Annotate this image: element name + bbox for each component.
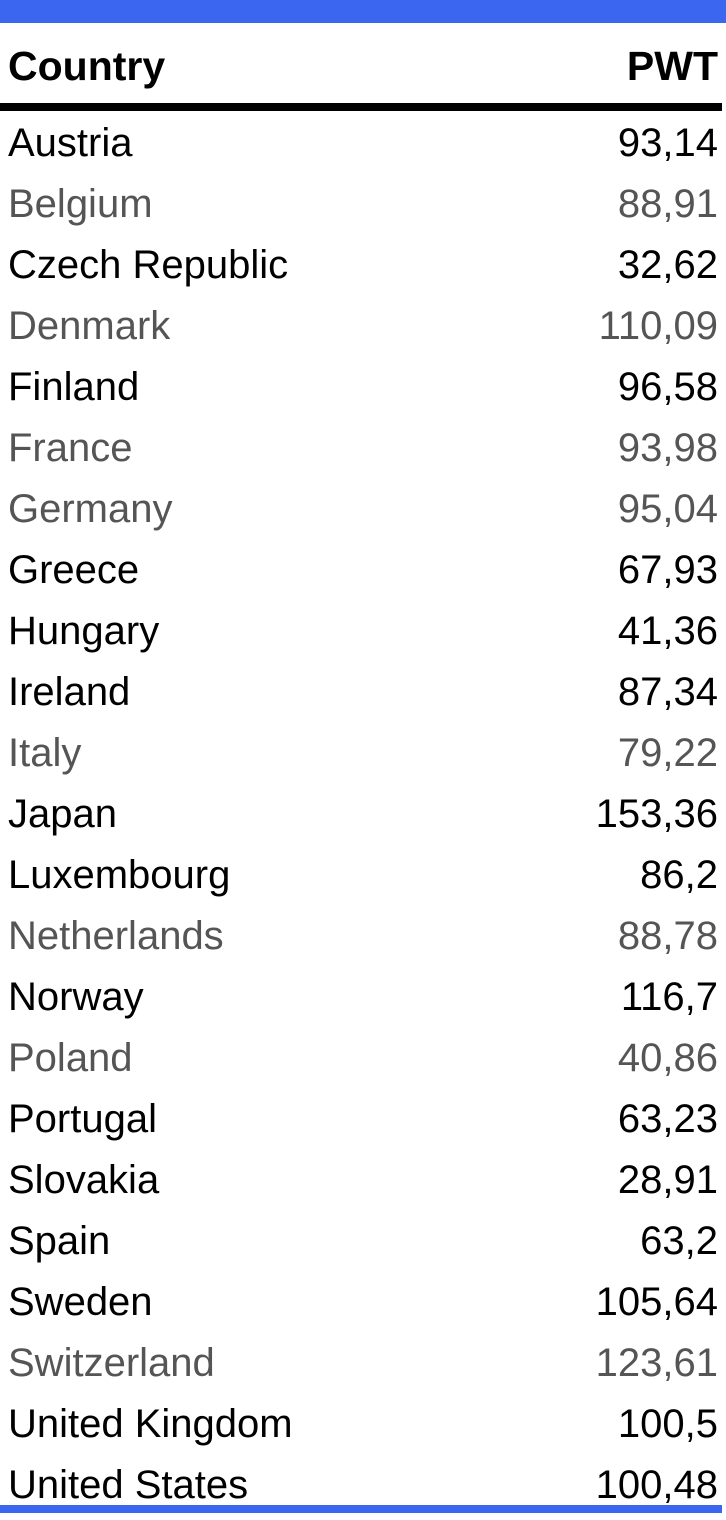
table-row[interactable]: Greece 67,93	[0, 538, 726, 599]
cell-pwt: 88,91	[617, 182, 718, 226]
table-row[interactable]: Japan 153,36	[0, 782, 726, 843]
cell-country: Poland	[8, 1036, 133, 1080]
table-row[interactable]: Austria 93,14	[0, 111, 726, 172]
cell-pwt: 100,5	[617, 1402, 718, 1446]
table-row[interactable]: Luxembourg 86,2	[0, 843, 726, 904]
cell-pwt: 93,98	[617, 426, 718, 470]
cell-pwt: 32,62	[617, 243, 718, 287]
cell-pwt: 87,34	[617, 670, 718, 714]
cell-pwt: 93,14	[617, 121, 718, 165]
table-header-row: Country PWT	[0, 23, 726, 111]
table-row[interactable]: Switzerland 123,61	[0, 1331, 726, 1392]
table-row[interactable]: Sweden 105,64	[0, 1270, 726, 1331]
cell-country: Belgium	[8, 182, 153, 226]
table-row[interactable]: United States 100,48	[0, 1453, 726, 1514]
column-header-pwt[interactable]: PWT	[626, 43, 718, 89]
cell-pwt: 96,58	[617, 365, 718, 409]
table-row[interactable]: Denmark 110,09	[0, 294, 726, 355]
cell-country: Luxembourg	[8, 853, 231, 897]
cell-pwt: 95,04	[617, 487, 718, 531]
cell-country: Ireland	[8, 670, 131, 714]
cell-country: Hungary	[8, 609, 160, 653]
cell-pwt: 86,2	[640, 853, 718, 897]
cell-country: Finland	[8, 365, 140, 409]
cell-pwt: 88,78	[617, 914, 718, 958]
table-row[interactable]: Portugal 63,23	[0, 1087, 726, 1148]
cell-country: Switzerland	[8, 1341, 215, 1385]
table-row[interactable]: Spain 63,2	[0, 1209, 726, 1270]
cell-pwt: 100,48	[595, 1463, 718, 1507]
cell-country: Japan	[8, 792, 117, 836]
cell-pwt: 63,2	[640, 1219, 718, 1263]
cell-country: France	[8, 426, 133, 470]
cell-pwt: 40,86	[617, 1036, 718, 1080]
table-row[interactable]: Netherlands 88,78	[0, 904, 726, 965]
top-accent-bar	[0, 0, 726, 23]
table-row[interactable]: Czech Republic 32,62	[0, 233, 726, 294]
cell-pwt: 41,36	[617, 609, 718, 653]
bottom-accent-bar	[0, 1505, 722, 1513]
cell-country: United States	[8, 1463, 249, 1507]
table-row[interactable]: United Kingdom 100,5	[0, 1392, 726, 1453]
table-row[interactable]: Italy 79,22	[0, 721, 726, 782]
table-row[interactable]: Finland 96,58	[0, 355, 726, 416]
table-row[interactable]: Belgium 88,91	[0, 172, 726, 233]
cell-pwt: 116,7	[620, 975, 718, 1019]
cell-country: Norway	[8, 975, 144, 1019]
column-header-country[interactable]: Country	[8, 43, 166, 89]
cell-country: Austria	[8, 121, 133, 165]
table-row[interactable]: Ireland 87,34	[0, 660, 726, 721]
cell-country: Italy	[8, 731, 82, 775]
table-row[interactable]: Germany 95,04	[0, 477, 726, 538]
cell-country: Czech Republic	[8, 243, 289, 287]
cell-pwt: 110,09	[598, 304, 718, 348]
country-pwt-table: Country PWT Austria 93,14 Belgium 88,91 Czec…	[0, 23, 726, 1507]
table-row[interactable]: France 93,98	[0, 416, 726, 477]
table-body: Austria 93,14 Belgium 88,91 Czech Republic 32…	[0, 111, 726, 1514]
cell-pwt: 123,61	[595, 1341, 718, 1385]
cell-country: Denmark	[8, 304, 171, 348]
cell-country: Netherlands	[8, 914, 224, 958]
cell-country: Sweden	[8, 1280, 153, 1324]
cell-pwt: 67,93	[617, 548, 718, 592]
cell-pwt: 63,23	[617, 1097, 718, 1141]
cell-country: Spain	[8, 1219, 111, 1263]
cell-country: Greece	[8, 548, 140, 592]
header-divider	[0, 103, 722, 111]
cell-country: Slovakia	[8, 1158, 160, 1202]
cell-country: Portugal	[8, 1097, 157, 1141]
cell-pwt: 105,64	[595, 1280, 718, 1324]
table-row[interactable]: Hungary 41,36	[0, 599, 726, 660]
table-row[interactable]: Slovakia 28,91	[0, 1148, 726, 1209]
table-row[interactable]: Norway 116,7	[0, 965, 726, 1026]
table-row[interactable]: Poland 40,86	[0, 1026, 726, 1087]
cell-pwt: 153,36	[595, 792, 718, 836]
cell-pwt: 28,91	[617, 1158, 718, 1202]
cell-country: United Kingdom	[8, 1402, 293, 1446]
cell-pwt: 79,22	[617, 731, 718, 775]
cell-country: Germany	[8, 487, 173, 531]
